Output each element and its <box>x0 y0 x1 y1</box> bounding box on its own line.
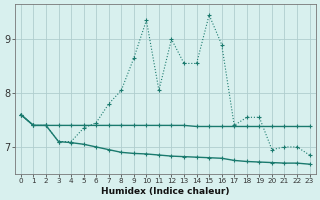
X-axis label: Humidex (Indice chaleur): Humidex (Indice chaleur) <box>101 187 229 196</box>
